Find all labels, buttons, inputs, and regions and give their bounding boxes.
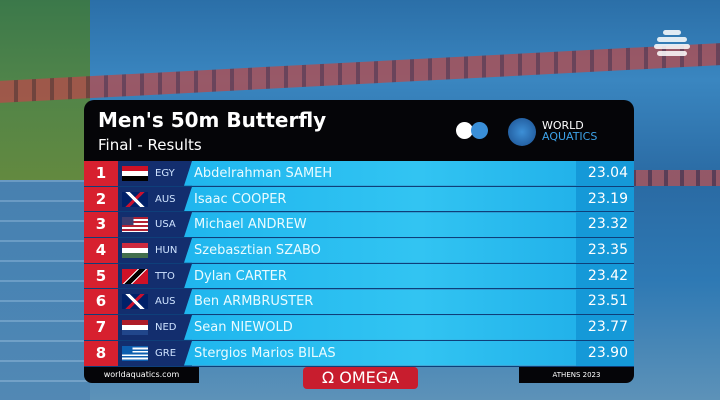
world-aquatics-wordmark: WORLD AQUATICS xyxy=(542,119,598,143)
race-time: 23.90 xyxy=(576,340,634,366)
australia-flag-icon xyxy=(122,294,148,310)
flag-cell xyxy=(118,186,152,212)
rank: 1 xyxy=(84,161,118,186)
country-code: HUN xyxy=(152,238,192,263)
country-code: AUS xyxy=(152,289,192,315)
lane-rope xyxy=(620,170,720,186)
world-aquatics-logo-icon xyxy=(508,118,536,146)
athlete-name: Isaac COOPER xyxy=(184,186,576,212)
country-code: USA xyxy=(152,212,192,238)
athlete-name: Michael ANDREW xyxy=(184,212,576,238)
country-code: TTO xyxy=(152,263,192,289)
country-code: GRE xyxy=(152,340,192,366)
race-time: 23.19 xyxy=(576,186,634,212)
result-row: 3 USA Michael ANDREW 23.32 xyxy=(84,212,634,239)
race-time: 23.42 xyxy=(576,263,634,289)
broadcaster-logo-icon xyxy=(652,28,692,62)
result-row: 2 AUS Isaac COOPER 23.19 xyxy=(84,186,634,213)
hungary-flag-icon xyxy=(122,242,148,258)
race-time: 23.35 xyxy=(576,238,634,263)
netherlands-flag-icon xyxy=(122,319,148,335)
rank: 8 xyxy=(84,340,118,366)
lane-rope xyxy=(0,43,720,103)
country-code: NED xyxy=(152,315,192,340)
race-time: 23.32 xyxy=(576,212,634,238)
rank: 5 xyxy=(84,263,118,289)
flag-cell xyxy=(118,315,152,340)
flag-cell xyxy=(118,238,152,263)
egypt-flag-icon xyxy=(122,165,148,181)
result-row: 5 TTO Dylan CARTER 23.42 xyxy=(84,263,634,290)
athlete-name: Stergios Marios BILAS xyxy=(184,340,576,366)
race-time: 23.04 xyxy=(576,161,634,186)
race-time: 23.51 xyxy=(576,289,634,315)
australia-flag-icon xyxy=(122,191,148,207)
trinidad-tobago-flag-icon xyxy=(122,268,148,284)
race-time: 23.77 xyxy=(576,315,634,340)
results-table: 1 EGY Abdelrahman SAMEH 23.04 2 AUS Isaac… xyxy=(84,161,634,367)
athlete-name: Sean NIEWOLD xyxy=(184,315,576,340)
location-label: ATHENS 2023 xyxy=(519,367,634,383)
omega-sponsor-logo: Ω OMEGA xyxy=(303,367,418,389)
flag-cell xyxy=(118,263,152,289)
athlete-name: Abdelrahman SAMEH xyxy=(184,161,576,186)
website-label: worldaquatics.com xyxy=(84,367,199,383)
event-subtitle: Final - Results xyxy=(98,136,202,154)
results-header: Men's 50m Butterfly Final - Results WORL… xyxy=(84,100,634,161)
flag-cell xyxy=(118,289,152,315)
usa-flag-icon xyxy=(122,217,148,233)
event-title: Men's 50m Butterfly xyxy=(98,108,327,132)
rank: 2 xyxy=(84,186,118,212)
flag-cell xyxy=(118,340,152,366)
result-row: 8 GRE Stergios Marios BILAS 23.90 xyxy=(84,340,634,367)
rank: 4 xyxy=(84,238,118,263)
flag-cell xyxy=(118,161,152,186)
country-code: AUS xyxy=(152,186,192,212)
rank: 7 xyxy=(84,315,118,340)
athlete-name: Szebasztian SZABO xyxy=(184,238,576,263)
athlete-name: Ben ARMBRUSTER xyxy=(184,289,576,315)
country-code: EGY xyxy=(152,161,192,186)
result-row: 6 AUS Ben ARMBRUSTER 23.51 xyxy=(84,289,634,316)
athlete-name: Dylan CARTER xyxy=(184,263,576,289)
result-row: 4 HUN Szebasztian SZABO 23.35 xyxy=(84,238,634,264)
dots-logo-icon xyxy=(456,122,488,139)
rank: 6 xyxy=(84,289,118,315)
greece-flag-icon xyxy=(122,345,148,361)
pool-wall-tiles xyxy=(0,180,90,400)
result-row: 7 NED Sean NIEWOLD 23.77 xyxy=(84,315,634,341)
rank: 3 xyxy=(84,212,118,238)
result-row: 1 EGY Abdelrahman SAMEH 23.04 xyxy=(84,161,634,187)
flag-cell xyxy=(118,212,152,238)
